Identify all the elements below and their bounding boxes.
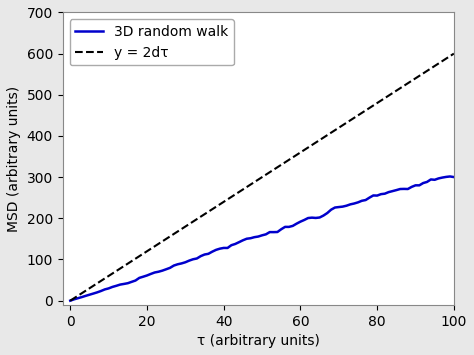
3D random walk — [355, 200, 361, 204]
3D random walk — [451, 175, 457, 179]
3D random walk — [244, 236, 250, 241]
X-axis label: τ (arbitrary units): τ (arbitrary units) — [197, 334, 319, 348]
3D random walk — [298, 219, 303, 224]
3D random walk — [336, 205, 342, 209]
3D random walk — [164, 267, 169, 271]
Y-axis label: MSD (arbitrary units): MSD (arbitrary units) — [7, 86, 21, 232]
3D random walk — [94, 290, 100, 295]
Line: 3D random walk: 3D random walk — [70, 176, 454, 301]
3D random walk — [447, 174, 453, 179]
3D random walk — [67, 299, 73, 303]
Legend: 3D random walk, y = 2dτ: 3D random walk, y = 2dτ — [70, 20, 234, 65]
